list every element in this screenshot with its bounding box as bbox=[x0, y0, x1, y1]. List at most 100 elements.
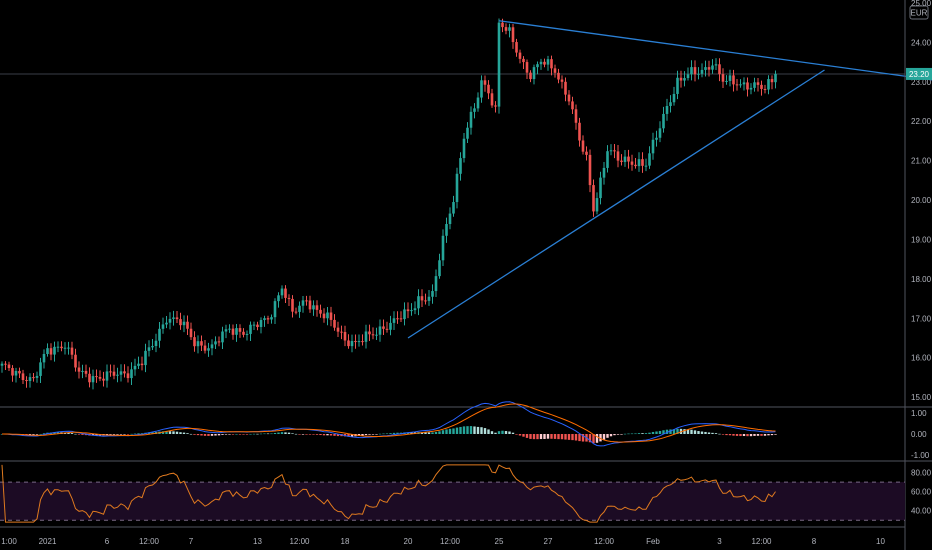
candle-down bbox=[256, 324, 259, 328]
time-tick-label: 1:00 bbox=[1, 537, 17, 546]
macd-histogram-bar bbox=[406, 432, 410, 434]
candle-down bbox=[487, 84, 490, 94]
macd-histogram-bar bbox=[637, 433, 641, 434]
candle-down bbox=[193, 337, 196, 347]
price-tick-label: 21.00 bbox=[911, 157, 932, 166]
macd-histogram-bar bbox=[270, 433, 273, 435]
candle-down bbox=[11, 368, 14, 376]
candle-up bbox=[417, 296, 420, 309]
macd-tick-label: -1.00 bbox=[911, 451, 930, 460]
macd-histogram-bar bbox=[599, 434, 602, 442]
macd-histogram-bar bbox=[641, 433, 644, 434]
macd-histogram-bar bbox=[91, 434, 95, 436]
macd-histogram-bar bbox=[606, 434, 609, 438]
price-axis[interactable]: EUR 25.00 15.00 16.00 17.00 18.00 19.00 20.00… bbox=[906, 0, 932, 402]
candle-down bbox=[770, 79, 774, 83]
macd-histogram-bar bbox=[473, 426, 476, 434]
macd-histogram-bar bbox=[564, 434, 567, 440]
candle-up bbox=[161, 324, 165, 329]
macd-histogram-bar bbox=[466, 426, 469, 434]
macd-histogram-bar bbox=[651, 431, 655, 434]
time-tick-label: 2021 bbox=[39, 537, 57, 546]
macd-histogram-bar bbox=[522, 434, 525, 437]
candle-up bbox=[455, 173, 459, 203]
macd-histogram-bar bbox=[616, 434, 620, 435]
price-tick-label: 23.00 bbox=[911, 78, 932, 87]
candle-down bbox=[399, 318, 403, 320]
candle-up bbox=[298, 305, 301, 312]
macd-histogram-bar bbox=[294, 433, 298, 435]
candle-down bbox=[238, 328, 242, 332]
macd-histogram-bar bbox=[763, 434, 767, 436]
macd-histogram-bar bbox=[266, 433, 270, 435]
macd-histogram-bar bbox=[410, 432, 413, 434]
candle-down bbox=[126, 373, 130, 379]
candles bbox=[0, 18, 777, 390]
macd-histogram-bar bbox=[462, 426, 466, 434]
candle-down bbox=[641, 159, 644, 166]
macd-histogram-bar bbox=[739, 434, 742, 437]
time-tick-label: 7 bbox=[189, 537, 194, 546]
last-price-label: 23.20 bbox=[909, 70, 930, 79]
candle-up bbox=[410, 310, 413, 312]
candle-up bbox=[644, 165, 648, 167]
macd-histogram-bar bbox=[382, 433, 385, 435]
macd-histogram-bar bbox=[273, 432, 277, 434]
candle-up bbox=[116, 374, 119, 376]
macd-histogram-bar bbox=[168, 431, 172, 434]
time-axis[interactable]: 1:00 2021 6 12:00 7 13 12:00 18 20 12:00 25 27 12:00… bbox=[1, 537, 885, 546]
candle-up bbox=[445, 224, 448, 236]
candle-down bbox=[32, 377, 35, 379]
macd-histogram-bar bbox=[336, 434, 340, 437]
candle-down bbox=[123, 371, 126, 374]
rsi-line bbox=[1, 464, 776, 523]
candle-up bbox=[392, 318, 396, 323]
candle-up bbox=[224, 329, 228, 332]
macd-histogram-bar bbox=[95, 434, 98, 436]
candle-down bbox=[581, 140, 585, 152]
candle-down bbox=[588, 154, 592, 186]
candle-up bbox=[686, 74, 690, 79]
candle-down bbox=[291, 298, 294, 312]
candle-up bbox=[214, 341, 217, 345]
trendline-upper bbox=[498, 20, 932, 81]
candle-up bbox=[441, 235, 445, 261]
candle-down bbox=[4, 363, 7, 365]
candle-down bbox=[140, 363, 144, 366]
macd-histogram-bar bbox=[210, 434, 214, 436]
macd-histogram-bar bbox=[312, 434, 315, 435]
candle-down bbox=[511, 27, 515, 43]
candle-down bbox=[406, 309, 410, 312]
macd-histogram-bar bbox=[42, 433, 46, 434]
macd-histogram-bar bbox=[634, 433, 637, 435]
macd-histogram-bar bbox=[28, 434, 32, 435]
macd-histogram-bar bbox=[105, 434, 109, 435]
macd-histogram-bar bbox=[511, 432, 515, 434]
candle-down bbox=[420, 296, 424, 301]
time-tick-label: 12:00 bbox=[289, 537, 310, 546]
macd-histogram-bar bbox=[112, 434, 116, 435]
time-tick-label: 12:00 bbox=[139, 537, 160, 546]
currency-badge[interactable] bbox=[909, 5, 929, 20]
currency-label: EUR bbox=[911, 9, 928, 18]
rsi-pane: 80.00 60.00 40.00 bbox=[0, 464, 932, 523]
candle-down bbox=[98, 377, 102, 379]
candle-up bbox=[263, 318, 266, 321]
price-tick-label: 17.00 bbox=[911, 314, 932, 323]
macd-histogram-bar bbox=[770, 434, 774, 436]
candle-down bbox=[203, 345, 207, 351]
macd-histogram-bar bbox=[200, 434, 203, 436]
macd-histogram-bar bbox=[700, 431, 704, 434]
signal-line bbox=[2, 403, 776, 443]
time-tick-label: 20 bbox=[404, 537, 413, 546]
macd-histogram-bar bbox=[284, 432, 287, 434]
macd-histogram-bar bbox=[613, 434, 616, 436]
macd-histogram-bar bbox=[172, 431, 175, 434]
macd-histogram-bar bbox=[501, 430, 504, 434]
candle-up bbox=[413, 308, 417, 311]
candle-down bbox=[693, 67, 697, 75]
candle-down bbox=[189, 328, 193, 338]
macd-histogram-bar bbox=[35, 434, 39, 435]
macd-histogram-bar bbox=[151, 432, 154, 434]
